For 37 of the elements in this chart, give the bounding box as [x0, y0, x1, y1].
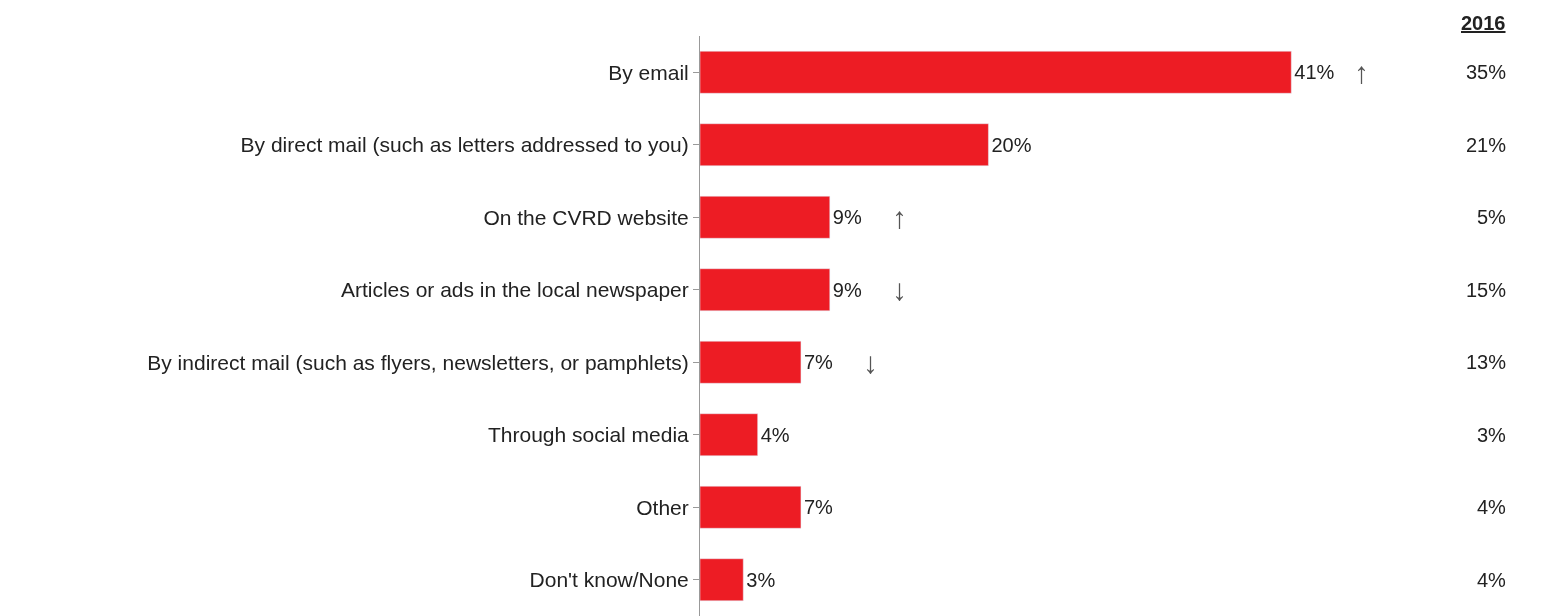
annotation: ↓	[863, 346, 878, 379]
bar	[700, 413, 758, 457]
data-label: 7%	[803, 496, 834, 519]
bar	[700, 340, 802, 384]
text: 13%	[1466, 351, 1507, 373]
text: 4%	[1477, 496, 1507, 518]
text: 35%	[1466, 61, 1507, 83]
y-tick-label: Through social media	[488, 423, 690, 447]
annotation: ↓	[892, 273, 907, 306]
data-label: 9%	[832, 278, 862, 301]
text: 3%	[1477, 424, 1507, 446]
data-label: 4%	[760, 423, 790, 446]
y-tick-label: On the CVRD website	[483, 205, 689, 229]
text: 5%	[1477, 206, 1507, 228]
bar	[700, 558, 744, 602]
annotation: ↑	[1354, 56, 1369, 89]
bar	[700, 195, 831, 239]
bar	[700, 123, 989, 167]
data-label: 7%	[803, 351, 834, 374]
data-label: 41%	[1294, 61, 1335, 84]
bar	[700, 268, 831, 312]
data-label: 20%	[991, 133, 1032, 156]
y-tick-label: Other	[636, 495, 689, 519]
y-tick-label: Articles or ads in the local newspaper	[340, 278, 689, 302]
bar	[700, 485, 802, 529]
annotation: ↑	[892, 201, 907, 234]
data-label: 3%	[746, 568, 776, 591]
y-tick-label: By email	[608, 60, 689, 84]
text: 21%	[1466, 134, 1507, 156]
text: 2016	[1461, 12, 1506, 34]
text: 4%	[1477, 569, 1507, 591]
bar	[700, 50, 1292, 94]
y-tick-label: By indirect mail (such as flyers, newsletters, or pamphlets)	[147, 350, 689, 374]
text: 15%	[1466, 279, 1507, 301]
data-label: 9%	[832, 206, 862, 229]
y-tick-label: Don't know/None	[529, 568, 689, 592]
y-tick-label: By direct mail (such as letters addressed to you)	[240, 133, 689, 157]
